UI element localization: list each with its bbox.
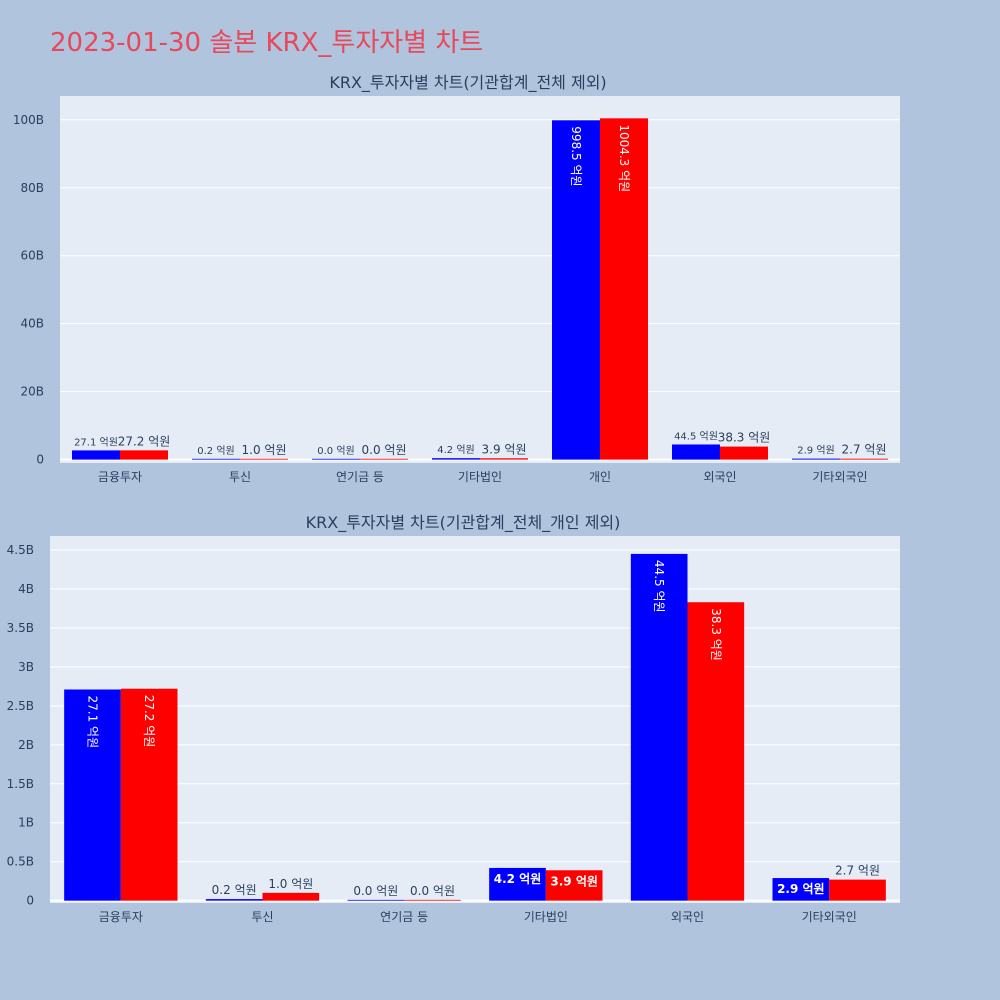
data-label: 1.0 억원: [242, 443, 287, 457]
bar: [829, 879, 886, 901]
y-tick-label: 2B: [18, 738, 34, 752]
bar: [312, 458, 360, 460]
bar: [72, 450, 120, 460]
x-tick-label: 금융투자: [98, 470, 142, 484]
x-tick-label: 투신: [251, 910, 273, 924]
data-label: 0.2 억원: [197, 445, 234, 457]
data-label: 27.1 억원: [86, 696, 100, 749]
bar: [262, 892, 320, 901]
x-tick-label: 외국인: [671, 910, 704, 924]
y-tick-label: 4.5B: [7, 543, 34, 557]
bar: [772, 878, 830, 901]
bar: [630, 553, 688, 901]
bar: [792, 458, 840, 460]
data-label: 2.7 억원: [835, 864, 880, 878]
x-tick-label: 투신: [229, 470, 251, 484]
x-tick-label: 금융투자: [99, 910, 143, 924]
x-tick-label: 연기금 등: [380, 910, 428, 924]
x-tick-label: 개인: [589, 470, 611, 484]
data-label: 2.9 억원: [777, 882, 825, 896]
data-label: 3.9 억원: [550, 874, 598, 888]
y-tick-label: 100B: [13, 113, 44, 127]
data-label: 1004.3 억원: [617, 124, 631, 192]
bar: [480, 458, 528, 460]
chart-title: KRX_투자자별 차트(기관합계_전체 제외): [329, 73, 606, 93]
data-label: 44.5 억원: [652, 560, 666, 613]
bar: [64, 689, 121, 901]
data-label: 998.5 억원: [569, 126, 583, 186]
data-label: 3.9 억원: [482, 442, 527, 456]
bar: [672, 444, 720, 460]
y-tick-label: 0.5B: [7, 855, 34, 869]
x-tick-label: 기타외국인: [802, 910, 857, 924]
data-label: 0.0 억원: [410, 884, 455, 898]
x-tick-label: 기타법인: [458, 470, 502, 484]
y-tick-label: 40B: [20, 317, 44, 331]
y-tick-label: 1.5B: [7, 777, 34, 791]
y-tick-label: 80B: [20, 181, 44, 195]
bar: [360, 458, 408, 460]
bar: [192, 458, 240, 460]
y-tick-label: 20B: [20, 385, 44, 399]
data-label: 0.0 억원: [362, 443, 407, 457]
data-label: 27.2 억원: [142, 695, 156, 748]
bar: [347, 899, 405, 901]
page-title: 2023-01-30 솔본 KRX_투자자별 차트: [50, 28, 484, 58]
y-tick-label: 2.5B: [7, 699, 34, 713]
chart-1: KRX_투자자별 차트(기관합계_전체 제외) 0 20B 40B 60B 80B 100B…: [13, 73, 900, 484]
bar: [120, 450, 168, 460]
data-label: 44.5 억원: [674, 430, 718, 442]
data-label: 38.3 억원: [718, 431, 771, 445]
bar: [840, 458, 888, 460]
data-label: 2.9 억원: [797, 445, 834, 457]
plot-area: [50, 536, 900, 903]
bar: [687, 602, 745, 901]
bar: [120, 688, 178, 901]
y-tick-label: 3B: [18, 660, 34, 674]
y-tick-label: 4B: [18, 582, 34, 596]
data-label: 0.0 억원: [353, 884, 398, 898]
chart-2: KRX_투자자별 차트(기관합계_전체_개인 제외) 0 0.5B 1B 1.5B 2B 2…: [7, 513, 900, 924]
y-tick-label: 3.5B: [7, 621, 34, 635]
y-tick-label: 1B: [18, 816, 34, 830]
data-label: 27.1 억원: [74, 436, 118, 448]
x-tick-label: 기타외국인: [812, 470, 867, 484]
y-tick-label: 0: [36, 453, 44, 467]
data-label: 0.2 억원: [212, 883, 257, 897]
bar: [600, 118, 648, 460]
data-label: 2.7 억원: [842, 443, 887, 457]
data-label: 1.0 억원: [268, 877, 313, 891]
bar: [545, 870, 603, 901]
x-tick-label: 기타법인: [524, 910, 568, 924]
bar: [205, 899, 263, 901]
x-tick-label: 외국인: [703, 470, 736, 484]
plot-area: [60, 96, 900, 463]
x-tick-label: 연기금 등: [336, 470, 384, 484]
data-label: 27.2 억원: [118, 434, 171, 448]
bar: [432, 458, 480, 460]
bar: [404, 899, 461, 901]
data-label: 4.2 억원: [437, 444, 474, 456]
bar: [720, 446, 768, 460]
y-tick-label: 60B: [20, 249, 44, 263]
chart-title: KRX_투자자별 차트(기관합계_전체_개인 제외): [306, 513, 621, 533]
bar: [552, 120, 600, 460]
bar: [489, 867, 546, 901]
bar: [240, 458, 288, 460]
data-label: 38.3 억원: [709, 608, 723, 661]
data-label: 0.0 억원: [317, 445, 354, 457]
y-tick-label: 0: [26, 894, 34, 908]
data-label: 4.2 억원: [494, 872, 542, 886]
